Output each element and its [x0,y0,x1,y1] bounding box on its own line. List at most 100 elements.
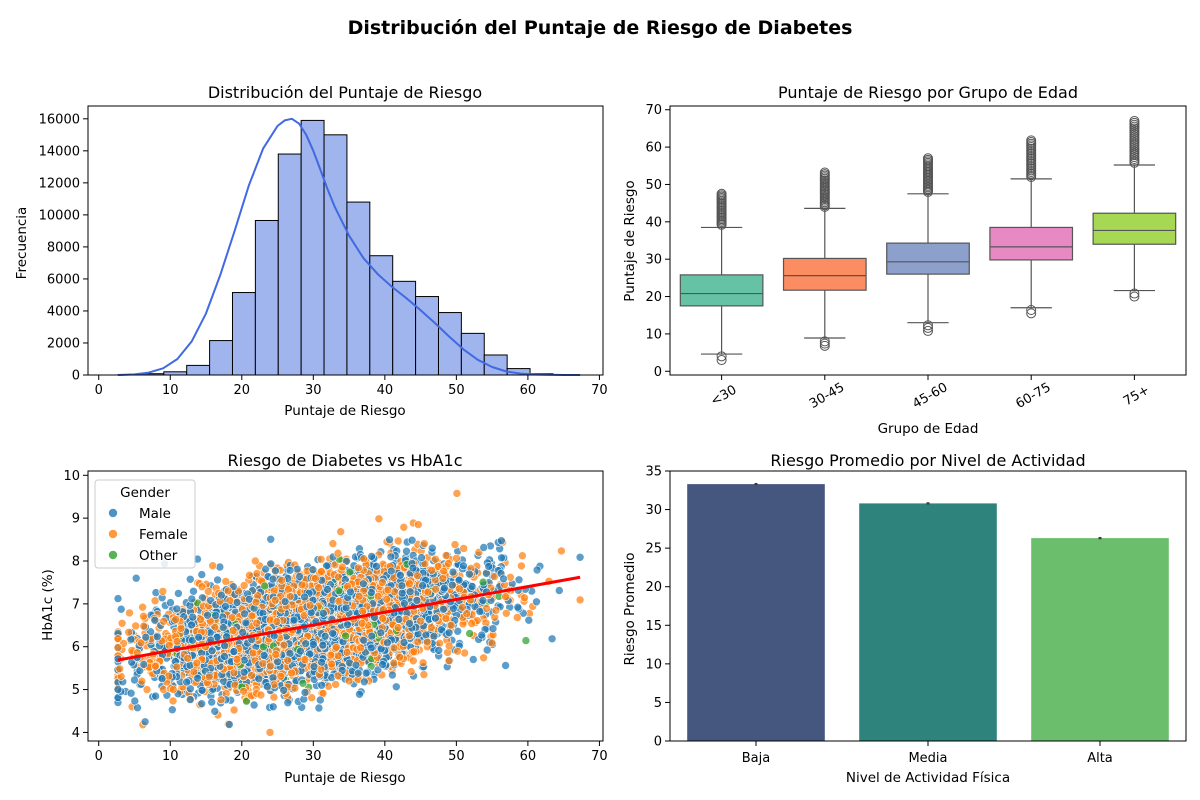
box-4 [1092,115,1177,302]
box-1 [782,167,867,351]
outlier-point [1129,288,1140,299]
scatter-point [399,522,409,532]
scatter-point [131,573,141,583]
y-tick-label: 0 [72,369,80,384]
scatter-point [465,629,475,638]
scatter-point [506,572,515,582]
plot-frame [87,105,604,376]
y-tick-label: 50 [645,178,662,193]
outlier-point [819,340,830,351]
outlier-point [1129,291,1140,302]
scatter-point [575,552,585,562]
box-iqr [886,242,970,275]
scatter-point [393,536,403,546]
scatter-point [186,574,195,584]
scatter-point [166,598,175,607]
y-tick-label: 20 [645,290,662,305]
scatter-point [117,618,127,628]
x-tick-label: 30 [305,383,322,398]
outlier-point [1026,135,1037,146]
y-tick-label: 2000 [47,336,80,351]
scatter-point [391,682,401,692]
scatter-point [221,577,231,586]
x-tick-label: 60 [520,383,537,398]
x-tick-label: <30 [708,383,739,410]
x-tick-label: 20 [234,383,251,398]
scatter-point [521,636,531,645]
histogram-bar [277,153,302,376]
outlier-point [716,351,727,362]
scatter-point [554,586,564,595]
histogram-xlabel: Puntaje de Riesgo [284,403,405,419]
histogram-bar [186,364,211,376]
scatter-points [113,489,585,737]
scatter-point [389,658,399,668]
scatter-point [197,582,207,592]
outlier-point [819,338,830,349]
scatter-point [373,665,383,675]
scatter-point [385,535,394,545]
scatter-point [336,527,346,537]
scatter-point [441,551,451,560]
outlier-point [923,153,933,164]
histogram-ylabel: Frecuencia [14,207,30,280]
scatter-point [328,539,338,548]
box-3 [989,135,1074,319]
outlier-point [1026,308,1037,319]
histogram-bar [231,292,256,376]
scatter-point [344,676,354,686]
scatter-point [168,705,177,715]
scatter-point [213,575,222,585]
histogram-bar [254,219,279,376]
outlier-point [819,336,830,347]
box-iqr [989,226,1074,261]
y-tick-label: 4000 [47,304,80,319]
scatter-point [431,554,440,564]
scatter-point [479,543,489,552]
scatter-point [197,570,207,579]
outlier-point [923,325,933,336]
scatter-point [249,700,259,710]
scatter-point [186,684,195,694]
y-tick-label: 12000 [39,176,80,191]
scatter-point [450,540,460,549]
scatter-point [524,615,534,625]
figure-title: Distribución del Puntaje de Riesgo de Di… [348,17,853,39]
x-tick-label: 75+ [1121,383,1152,410]
scatter-point [413,520,423,529]
scatter-point [419,670,429,679]
scatter-point [139,611,148,621]
kde-line [117,117,581,376]
scatter-point [331,680,340,689]
y-tick-label: 10000 [39,208,80,223]
scatter-point [142,685,152,694]
scatter-point [478,596,488,605]
scatter-point [269,692,279,702]
box-iqr [679,274,764,307]
scatter-point [189,586,198,596]
outlier-point [1026,304,1037,315]
x-tick-label: 50 [448,383,465,398]
scatter-point [126,688,136,698]
box-0 [679,188,764,366]
y-tick-label: 10 [645,327,662,342]
x-tick-label: 40 [377,383,394,398]
scatter-point [215,562,225,572]
outlier-point [716,188,727,199]
scatter-point [229,705,239,715]
scatter-point [575,595,585,605]
scatter-point [116,604,126,614]
panel-histogram: Distribución del Puntaje de Riesgo 02000… [14,83,608,419]
box-iqr [782,257,867,291]
scatter-point [159,616,168,626]
histogram-bar [323,134,348,376]
scatter-point [407,535,417,545]
outlier-point [923,320,933,331]
outlier-point [716,355,727,366]
x-tick-label: 70 [591,383,608,398]
scatter-point [435,638,444,648]
